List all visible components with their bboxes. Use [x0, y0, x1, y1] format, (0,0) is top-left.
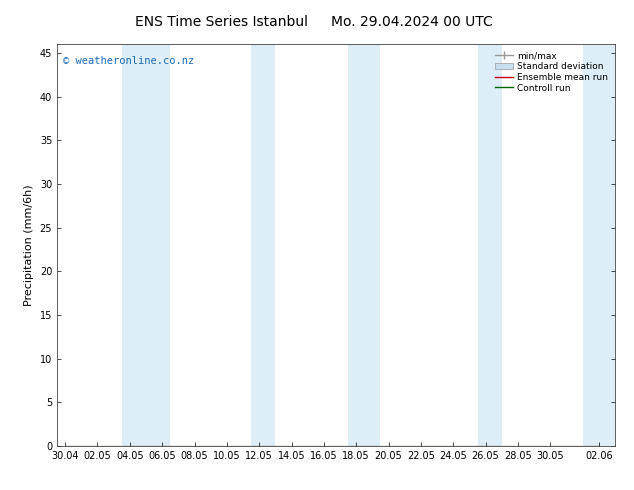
Text: ENS Time Series Istanbul: ENS Time Series Istanbul: [136, 15, 308, 29]
Y-axis label: Precipitation (mm/6h): Precipitation (mm/6h): [24, 184, 34, 306]
Bar: [122, 44, 171, 446]
Bar: [583, 44, 623, 446]
Text: © weatheronline.co.nz: © weatheronline.co.nz: [63, 56, 194, 66]
Bar: [251, 44, 275, 446]
Legend: min/max, Standard deviation, Ensemble mean run, Controll run: min/max, Standard deviation, Ensemble me…: [493, 49, 611, 96]
Text: Mo. 29.04.2024 00 UTC: Mo. 29.04.2024 00 UTC: [331, 15, 493, 29]
Bar: [477, 44, 501, 446]
Bar: [348, 44, 380, 446]
